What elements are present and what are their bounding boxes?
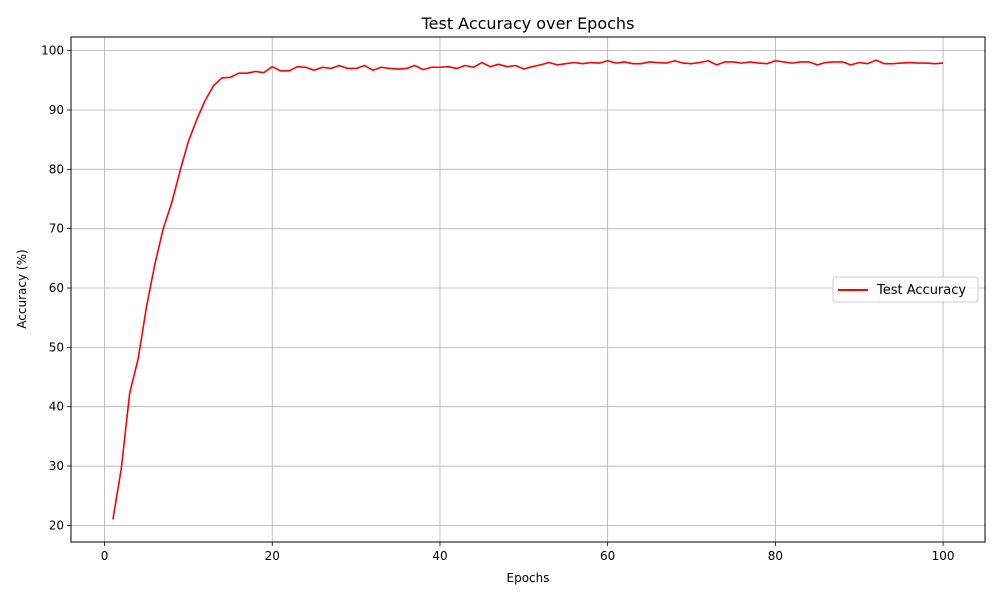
x-tick-label: 40 — [432, 549, 447, 563]
y-tick-label: 20 — [49, 518, 64, 532]
y-tick-label: 60 — [49, 281, 64, 295]
y-tick-label: 80 — [49, 162, 64, 176]
y-tick-label: 90 — [49, 103, 64, 117]
x-tick-label: 0 — [101, 549, 109, 563]
x-tick-label: 60 — [600, 549, 615, 563]
x-axis-label: Epochs — [507, 571, 550, 585]
x-tick-label: 100 — [932, 549, 955, 563]
legend-label: Test Accuracy — [876, 283, 966, 298]
series-layer — [112, 59, 944, 520]
plot-area-frame — [70, 36, 986, 543]
y-tick-label: 50 — [49, 340, 64, 354]
legend-box — [832, 276, 979, 303]
series-line-test-accuracy — [112, 59, 944, 520]
x-tick-label: 20 — [265, 549, 280, 563]
axis-ticks: 0 20 40 60 80 100 20 30 40 50 60 70 80 90 100 — [41, 44, 954, 563]
legend: Test Accuracy — [832, 276, 979, 303]
y-tick-label: 30 — [49, 459, 64, 473]
y-tick-label: 100 — [41, 44, 64, 58]
chart-title: Test Accuracy over Epochs — [421, 14, 635, 33]
y-tick-label: 70 — [49, 222, 64, 236]
y-tick-label: 40 — [49, 400, 64, 414]
y-axis-label: Accuracy (%) — [15, 249, 29, 328]
x-tick-label: 80 — [768, 549, 783, 563]
